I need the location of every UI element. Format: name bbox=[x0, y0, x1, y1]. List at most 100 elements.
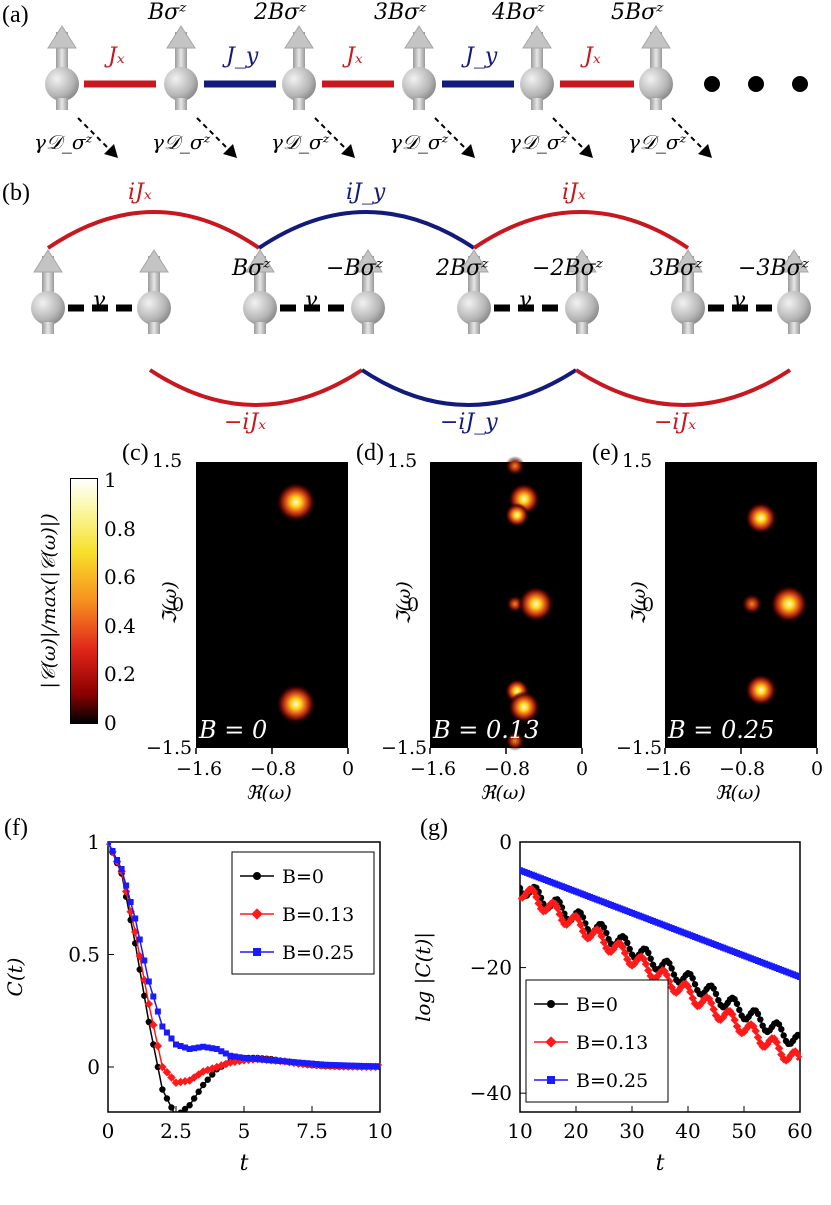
colorbar-tick: 0.2 bbox=[104, 662, 136, 686]
data-point bbox=[736, 1006, 743, 1014]
b-label: B = 0.25 bbox=[668, 716, 775, 744]
colorbar-tick: 0.6 bbox=[104, 565, 136, 589]
gamma-label: γ bbox=[518, 288, 532, 313]
y-tick-label: −40 bbox=[470, 1081, 512, 1105]
data-point bbox=[733, 1000, 741, 1007]
xtick: −1.6 bbox=[410, 758, 457, 780]
legend-marker bbox=[253, 872, 261, 880]
field-label: −2Bσᶻ bbox=[532, 256, 603, 281]
x-tick-label: 20 bbox=[563, 1119, 588, 1143]
ytick: −1.5 bbox=[381, 737, 428, 759]
data-point bbox=[277, 1058, 284, 1064]
x-tick-label: 10 bbox=[507, 1119, 532, 1143]
data-point bbox=[645, 949, 652, 957]
data-point bbox=[154, 1063, 162, 1071]
legend-marker bbox=[545, 1036, 557, 1048]
arc-top-3 bbox=[472, 210, 690, 250]
legend-marker bbox=[547, 1076, 555, 1084]
xtick: 0 bbox=[342, 758, 355, 780]
legend-label: B=0 bbox=[576, 994, 618, 1016]
dissipator-label: γ𝒟_σᶻ bbox=[34, 130, 93, 154]
gamma-label: γ bbox=[732, 288, 746, 313]
ytick: 1.5 bbox=[152, 450, 183, 472]
data-point bbox=[780, 1032, 787, 1039]
data-point bbox=[670, 971, 678, 978]
dissipator-label: γ𝒟_σᶻ bbox=[628, 130, 687, 154]
arc-label: iJₓ bbox=[128, 180, 152, 205]
field-label: 2Bσᶻ bbox=[436, 256, 489, 281]
data-point bbox=[163, 1095, 171, 1102]
spin-a-4 bbox=[401, 25, 437, 111]
data-point bbox=[712, 990, 720, 998]
ylabel: ℑ(ω) bbox=[627, 581, 650, 625]
colorbar bbox=[70, 478, 98, 724]
data-point bbox=[620, 948, 630, 958]
data-point bbox=[141, 957, 148, 964]
panel-label-b: (b) bbox=[2, 180, 30, 206]
data-point bbox=[666, 960, 673, 967]
pole bbox=[518, 586, 554, 622]
xlabel: ℜ(ω) bbox=[480, 782, 526, 804]
data-point bbox=[520, 884, 524, 892]
b-label: B = 0.13 bbox=[433, 716, 540, 744]
data-point bbox=[145, 1018, 152, 1026]
y-tick-label: 0 bbox=[499, 830, 512, 854]
data-point bbox=[200, 1081, 207, 1089]
coupling-label: Jₓ bbox=[346, 44, 363, 69]
data-point bbox=[313, 1061, 320, 1067]
panel-label-e: (e) bbox=[592, 440, 619, 466]
legend-marker bbox=[253, 948, 261, 956]
data-point bbox=[797, 974, 800, 980]
data-point bbox=[254, 1056, 261, 1063]
data-point bbox=[754, 1010, 762, 1018]
data-point bbox=[241, 1055, 247, 1061]
spectra-panels bbox=[195, 456, 818, 754]
arc-label: −iJₓ bbox=[224, 410, 267, 435]
data-point bbox=[186, 1046, 193, 1052]
xtick: −0.8 bbox=[484, 758, 531, 780]
data-point bbox=[200, 1043, 207, 1050]
xtick: 0 bbox=[576, 758, 589, 780]
dissipator-label: γ𝒟_σᶻ bbox=[509, 130, 568, 154]
x-tick-label: 0 bbox=[102, 1119, 115, 1143]
arc-bottom-3 bbox=[574, 368, 792, 407]
legend-label: B=0.25 bbox=[576, 1070, 648, 1092]
x-tick-label: 60 bbox=[787, 1119, 812, 1143]
data-point bbox=[168, 1104, 175, 1111]
data-point bbox=[535, 888, 542, 896]
gamma-label: γ bbox=[92, 288, 106, 313]
arc-top-1 bbox=[46, 210, 261, 250]
data-point bbox=[603, 929, 610, 937]
arc-bottom-2 bbox=[360, 368, 578, 407]
data-point bbox=[641, 959, 651, 969]
data-point bbox=[691, 981, 699, 988]
data-point bbox=[145, 978, 152, 985]
field-label: 3Bσᶻ bbox=[374, 0, 427, 25]
data-point bbox=[553, 903, 562, 913]
chart-g: 10 20 30 40 50 60 0 −20 −40 t log |C(t)| B=0 B=0.13 B… bbox=[411, 830, 813, 1176]
arc-label: −iJ_y bbox=[440, 410, 498, 435]
pole bbox=[505, 731, 525, 751]
data-point bbox=[123, 882, 130, 889]
data-point bbox=[757, 1016, 764, 1023]
data-point bbox=[268, 1057, 275, 1064]
data-point bbox=[177, 1043, 184, 1049]
spin-a-2 bbox=[163, 25, 199, 111]
field-label: −3Bσᶻ bbox=[738, 256, 809, 281]
data-point bbox=[114, 857, 121, 863]
coupling-label: Jₓ bbox=[108, 44, 125, 69]
data-point bbox=[108, 842, 111, 845]
data-point bbox=[182, 1044, 189, 1051]
pole bbox=[745, 674, 777, 706]
y-tick-label: 1 bbox=[87, 830, 100, 854]
data-point bbox=[109, 848, 116, 854]
data-point bbox=[730, 1015, 739, 1025]
data-point bbox=[751, 1026, 760, 1036]
data-point bbox=[576, 920, 585, 930]
field-label: −Bσᶻ bbox=[326, 256, 383, 281]
x-axis-label: t bbox=[240, 1151, 249, 1176]
data-point bbox=[204, 1076, 211, 1083]
pole bbox=[276, 684, 316, 724]
data-point bbox=[159, 1023, 166, 1030]
panel-label-a: (a) bbox=[2, 2, 29, 28]
